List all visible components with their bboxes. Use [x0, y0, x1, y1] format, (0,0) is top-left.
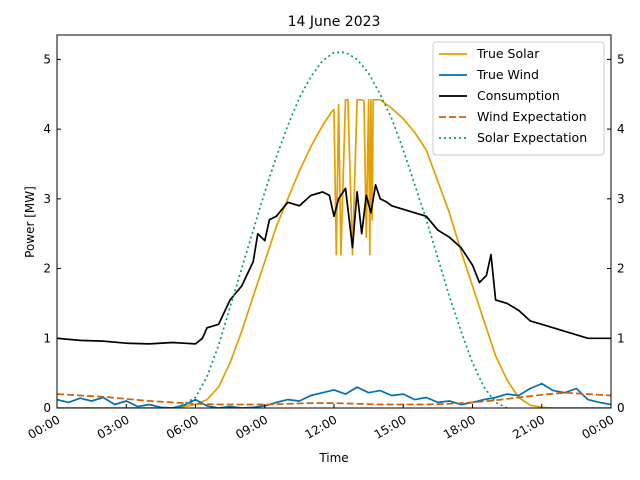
- x-tick-label: 15:00: [372, 412, 409, 441]
- legend-label-2: Consumption: [477, 88, 560, 103]
- legend-box: [432, 41, 605, 156]
- y-tick-label-left: 5: [43, 52, 51, 66]
- series-line-1: [57, 382, 611, 408]
- y-axis-left: 0 1 2 3 4 5: [43, 52, 61, 415]
- y-axis-label: Power [MW]: [23, 186, 37, 258]
- x-tick-label: 18:00: [441, 412, 478, 441]
- x-tick-label: 00:00: [26, 412, 63, 441]
- series-line-4: [176, 51, 508, 408]
- y-tick-label-left: 4: [43, 122, 51, 136]
- y-tick-label-right: 2: [617, 262, 625, 276]
- y-tick-label-left: 0: [43, 401, 51, 415]
- legend: True Solar True Wind Consumption Wind Expec…: [432, 41, 605, 156]
- x-tick-label: 09:00: [233, 412, 270, 441]
- y-tick-label-left: 2: [43, 262, 51, 276]
- y-tick-label-right: 3: [617, 192, 625, 206]
- x-tick-label: 06:00: [164, 412, 201, 441]
- series-line-0: [57, 98, 611, 408]
- x-axis: 00:00 03:00 06:00 09:00 12:00 15:00 18:00 21:00…: [26, 404, 617, 442]
- x-tick-label: 12:00: [303, 412, 340, 441]
- y-tick-label-right: 1: [617, 331, 625, 345]
- series-group: [57, 51, 611, 408]
- legend-label-1: True Wind: [476, 67, 539, 82]
- y-tick-label-left: 3: [43, 192, 51, 206]
- x-tick-label: 00:00: [580, 412, 617, 441]
- legend-label-3: Wind Expectation: [477, 109, 587, 124]
- y-tick-label-left: 1: [43, 331, 51, 345]
- legend-label-0: True Solar: [476, 46, 540, 61]
- y-tick-label-right: 4: [617, 122, 625, 136]
- y-tick-label-right: 5: [617, 52, 625, 66]
- y-tick-label-right: 0: [617, 401, 625, 415]
- series-line-3: [57, 391, 611, 406]
- x-tick-label: 21:00: [510, 412, 547, 441]
- y-axis-right: 0 1 2 3 4 5: [607, 52, 625, 415]
- legend-label-4: Solar Expectation: [477, 130, 587, 145]
- x-tick-label: 03:00: [95, 412, 132, 441]
- series-line-2: [57, 184, 611, 345]
- x-axis-label: Time: [318, 451, 348, 465]
- chart-title: 14 June 2023: [288, 14, 381, 30]
